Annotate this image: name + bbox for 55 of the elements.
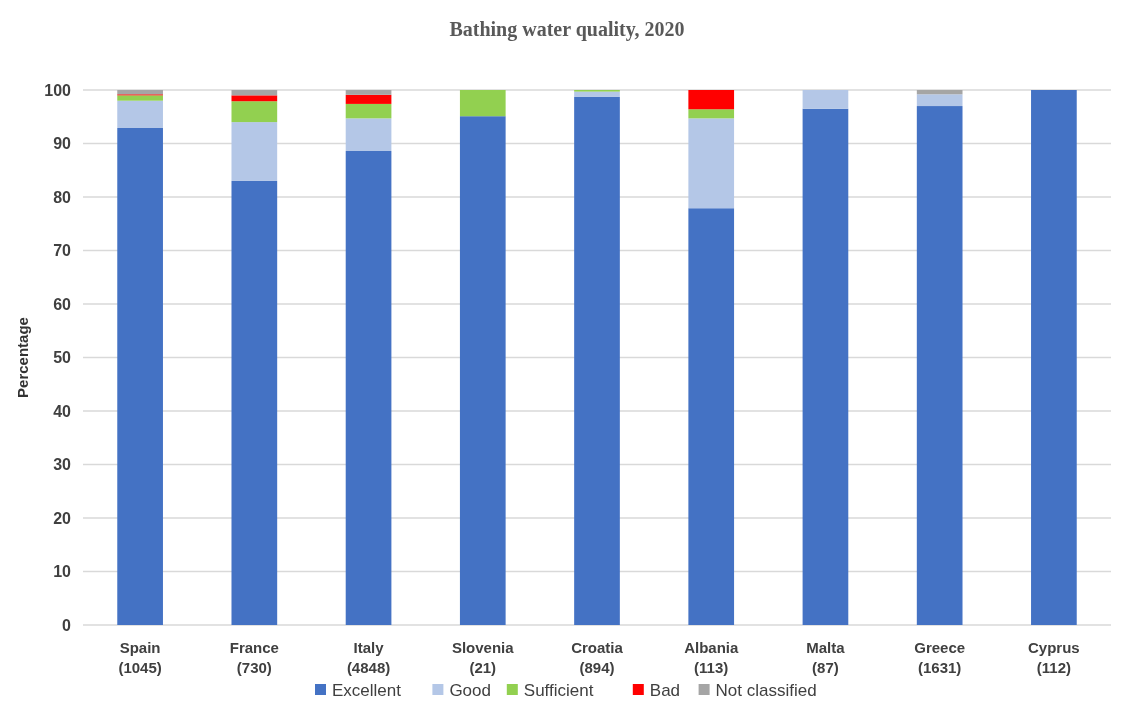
bar <box>345 90 392 95</box>
y-tick-label: 50 <box>53 349 72 367</box>
y-tick-label: 40 <box>53 402 72 420</box>
bar <box>231 90 278 96</box>
bar <box>1031 90 1077 625</box>
bar <box>117 100 163 128</box>
y-tick-label: 20 <box>53 509 72 527</box>
x-tick-label: Cyprus (112) <box>1028 639 1080 676</box>
legend-label: Bad <box>649 680 681 700</box>
legend-label: Not classified <box>715 680 817 700</box>
bar <box>345 118 392 151</box>
bar <box>688 90 735 110</box>
bar <box>688 118 735 209</box>
y-tick-label: 10 <box>53 563 72 581</box>
y-tick-label: 80 <box>53 188 72 206</box>
y-tick-label: 90 <box>53 135 72 153</box>
bar <box>117 95 163 101</box>
bar <box>231 122 278 181</box>
y-tick-label: 100 <box>44 81 72 99</box>
bar <box>459 116 506 625</box>
y-tick-label: 70 <box>53 242 72 260</box>
y-tick-label: 60 <box>53 295 72 313</box>
bar <box>345 150 392 625</box>
x-tick-label: Albania (113) <box>684 639 739 676</box>
bar <box>688 109 735 119</box>
bar <box>574 91 620 97</box>
bar <box>802 108 849 625</box>
y-axis-title: Percentage <box>14 317 31 398</box>
bar <box>916 94 963 107</box>
bar <box>231 180 278 625</box>
chart-title: Bathing water quality, 2020 <box>449 18 685 41</box>
legend-label: Sufficient <box>523 680 594 700</box>
x-tick-label: Croatia (894) <box>571 639 624 676</box>
bar <box>688 208 735 625</box>
bar <box>916 90 963 95</box>
x-tick-label: Spain (1045) <box>118 639 162 676</box>
bar <box>916 106 963 625</box>
bar <box>802 90 849 109</box>
x-tick-label: Slovenia (21) <box>451 639 515 676</box>
bar <box>117 127 163 625</box>
y-tick-label: 30 <box>53 456 72 474</box>
x-tick-label: Malta (87) <box>806 639 846 676</box>
bar <box>345 103 392 119</box>
bar <box>459 90 506 117</box>
bar <box>574 96 620 625</box>
legend-label: Excellent <box>332 680 402 700</box>
bar <box>345 94 392 104</box>
y-tick-label: 0 <box>62 616 72 634</box>
x-tick-label: Greece (1631) <box>914 639 966 676</box>
bar <box>117 90 163 95</box>
legend-label: Good <box>449 680 491 700</box>
bar <box>231 101 278 123</box>
x-tick-label: France (730) <box>229 639 279 676</box>
bar <box>231 95 278 102</box>
x-tick-label: Italy (4848) <box>346 639 391 676</box>
